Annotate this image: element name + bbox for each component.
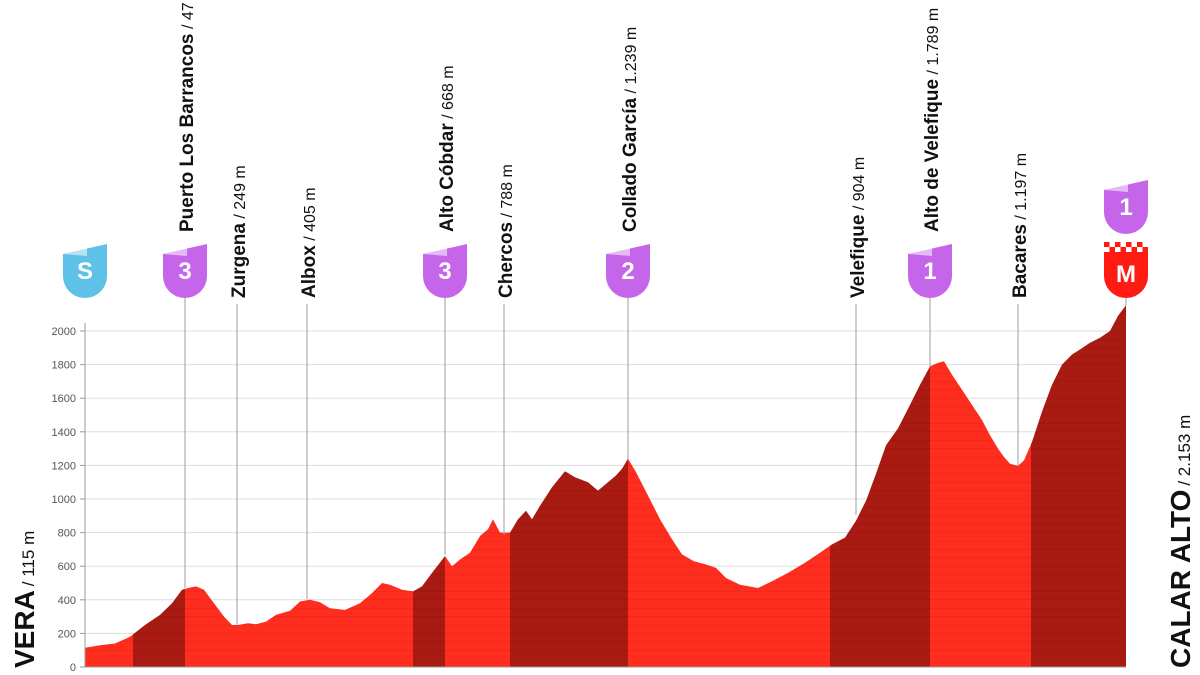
y-tick-label: 1600 — [52, 393, 76, 405]
svg-text:1: 1 — [1119, 194, 1132, 221]
y-tick-label: 1400 — [52, 427, 76, 439]
marker-label: Zurgena / 249 m — [229, 165, 250, 298]
marker-label: Albox / 405 m — [299, 187, 320, 298]
svg-text:3: 3 — [178, 258, 191, 285]
profile-section — [510, 458, 628, 667]
y-tick-label: 400 — [58, 595, 76, 607]
elevation-area — [85, 305, 1126, 667]
profile-section — [930, 361, 1031, 667]
marker-label: Alto Cóbdar / 668 m — [437, 65, 458, 232]
profile-section — [185, 583, 413, 667]
marker-label: Velefique / 904 m — [848, 157, 869, 298]
marker-label: Puerto Los Barrancos / 47 — [177, 2, 198, 232]
y-tick-label: 1200 — [52, 460, 76, 472]
svg-text:3: 3 — [438, 258, 451, 285]
profile-section — [445, 519, 510, 667]
climb-category-badge: 3 — [423, 244, 467, 298]
finish-altitude-label: / 2.153 m — [1175, 415, 1194, 486]
y-tick-label: 1800 — [52, 360, 76, 372]
y-tick-label: 600 — [58, 561, 76, 573]
svg-text:S: S — [77, 258, 93, 285]
finish-town-label: CALAR ALTO — [1165, 490, 1196, 668]
start-badge: S — [63, 244, 107, 298]
y-tick-label: 1000 — [52, 494, 76, 506]
svg-text:2: 2 — [621, 258, 634, 285]
profile-section — [413, 556, 445, 667]
svg-text:1: 1 — [923, 258, 936, 285]
climb-category-badge: 1 — [1104, 180, 1148, 234]
y-tick-label: 0 — [70, 662, 76, 674]
climb-markers: S 3 Puerto Los Barrancos / 47 Zurgena / 249… — [63, 2, 1148, 626]
y-axis: 0 200 400 600 800 1000 1200 1400 1600 1800 2000 — [52, 323, 1126, 674]
y-tick-label: 200 — [58, 628, 76, 640]
climb-category-badge: 2 — [606, 244, 650, 298]
climb-category-badge: 1 — [908, 244, 952, 298]
profile-section — [830, 366, 930, 667]
start-town-label: VERA — [9, 590, 40, 668]
y-tick-label: 2000 — [52, 326, 76, 338]
profile-section — [133, 588, 185, 667]
climb-category-badge: 3 — [163, 244, 207, 298]
profile-section — [85, 634, 133, 667]
profile-section — [1031, 305, 1126, 667]
start-altitude-label: / 115 m — [19, 531, 38, 586]
marker-label: Alto de Velefique / 1.789 m — [922, 8, 943, 232]
marker-label: Bacares / 1.197 m — [1010, 153, 1031, 298]
finish-badge: M — [1104, 242, 1148, 298]
profile-section — [628, 458, 830, 667]
svg-text:M: M — [1116, 261, 1136, 288]
marker-label: Collado García / 1.239 m — [620, 27, 641, 232]
marker-label: Chercos / 788 m — [496, 164, 517, 298]
y-tick-label: 800 — [58, 528, 76, 540]
